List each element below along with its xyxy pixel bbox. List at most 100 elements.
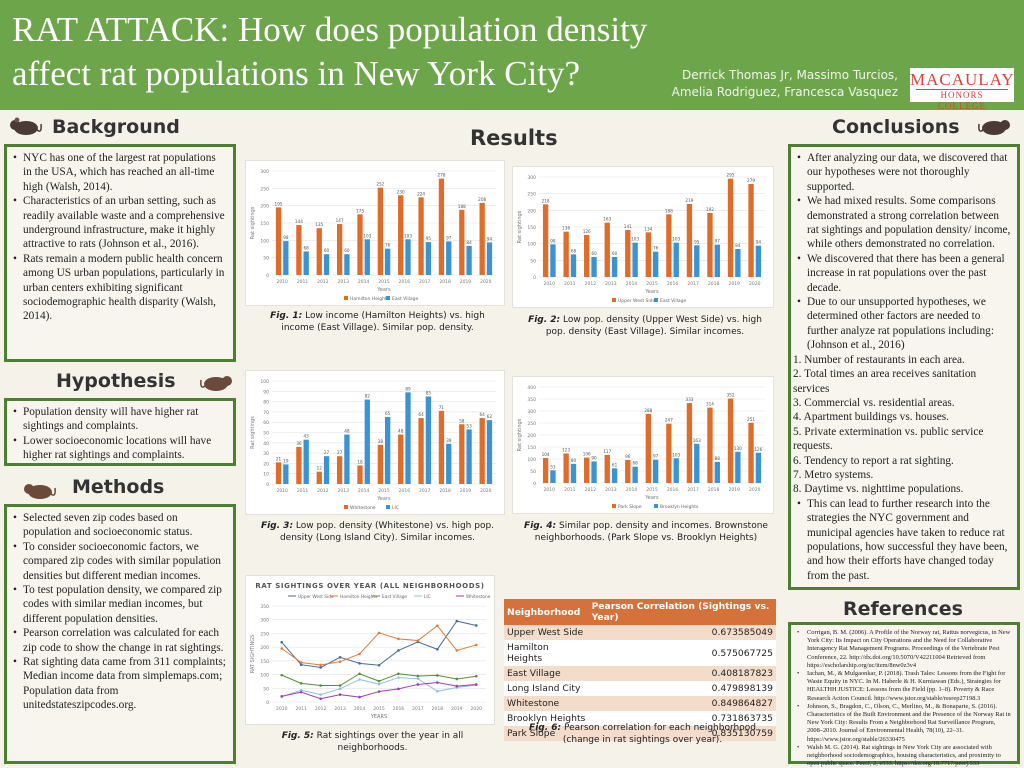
bar [459, 209, 465, 275]
caption-text: Pearson correlation for each neighborhoo… [561, 723, 756, 745]
table-row: Park Slope 0.835130759 [504, 726, 776, 741]
caption-text: Low pop. density (Whitestone) vs. high p… [279, 521, 495, 543]
data-label: 130 [734, 446, 742, 451]
bar [446, 443, 452, 484]
bar [653, 251, 659, 277]
factor-item: 4. Apartment buildings vs. houses. [793, 411, 949, 424]
bar [707, 213, 713, 277]
x-tick-label: 2016 [399, 279, 411, 285]
data-label: 103 [672, 237, 680, 242]
x-axis-label: Years [644, 289, 659, 295]
data-label: 98 [283, 235, 289, 240]
data-point [358, 678, 361, 681]
bar [550, 470, 556, 483]
y-tick-label: 150 [260, 659, 269, 665]
neighborhood-name: Long Island City [504, 681, 589, 696]
x-tick-label: 2016 [393, 706, 405, 712]
bar [438, 178, 445, 275]
fig2-caption: Fig. 2: Low pop. density (Upper West Sid… [520, 314, 770, 338]
correlation-value: 0.731863735 [588, 711, 776, 726]
y-tick-label: 0 [266, 482, 269, 488]
hypothesis-list: Population density will have higher rat … [13, 405, 227, 463]
bar [398, 434, 404, 484]
data-point [338, 687, 342, 691]
series-line [281, 620, 477, 668]
bar [550, 244, 556, 277]
legend-swatch [386, 505, 390, 509]
x-tick-label: 2016 [667, 281, 679, 287]
table-header[interactable]: Neighborhood [504, 599, 589, 625]
references-box: Corrigan, B. M. (2006). A Profile of the… [788, 622, 1020, 767]
legend-label: Hamilton Heights [340, 594, 378, 600]
factor-item: 1. Number of restaurants in each area. [793, 353, 965, 366]
bar [632, 242, 638, 277]
x-tick-label: 2011 [564, 281, 576, 287]
data-label: 80 [571, 458, 577, 463]
table-row: Hamilton Heights 0.575067725 [504, 640, 776, 666]
data-point [436, 690, 439, 693]
data-point [358, 695, 361, 699]
neighborhood-name: Brooklyn Heights [504, 711, 589, 726]
factor-item: 2. Total times an area receives sanitati… [793, 368, 977, 395]
data-label: 68 [632, 461, 638, 466]
x-tick-label: 2019 [451, 706, 463, 712]
data-point [397, 676, 400, 679]
data-label: 134 [644, 226, 652, 231]
data-label: 141 [624, 224, 632, 229]
fig3-caption: Fig. 3: Low pop. density (Whitestone) vs… [250, 520, 505, 544]
data-label: 279 [747, 178, 755, 183]
bar [283, 241, 289, 275]
data-label: 288 [644, 408, 652, 413]
y-axis-label: Rat sightings [517, 210, 523, 243]
data-point [358, 672, 361, 676]
data-label: 230 [397, 189, 405, 194]
y-axis-label: Rat sightings [517, 418, 523, 451]
data-point [436, 648, 439, 651]
data-label: 60 [324, 248, 330, 253]
results-heading: Results [470, 126, 558, 150]
list-item: Lower socioeconomic locations will have … [13, 434, 227, 463]
bar [385, 417, 391, 484]
bar [735, 249, 741, 277]
table-header[interactable]: Pearson Correlation (Sightings vs. Year) [588, 599, 776, 625]
legend-swatch [612, 504, 616, 508]
data-label: 68 [304, 245, 310, 250]
legend-label: Park Slope [618, 504, 642, 510]
data-point [338, 693, 342, 696]
x-tick-label: 2019 [728, 281, 740, 287]
data-point [474, 643, 478, 647]
data-label: 195 [275, 201, 283, 206]
bar [694, 443, 700, 483]
y-axis-label: RAT SIGHTINGS [250, 635, 256, 674]
list-item: Rats remain a modern public health conce… [13, 252, 227, 324]
data-label: 21 [276, 456, 282, 461]
factor-item: 8. Daytime vs. nighttime populations. [793, 483, 964, 496]
y-tick-label: 80 [263, 400, 269, 406]
data-label: 192 [706, 207, 714, 212]
data-label: 89 [405, 386, 411, 391]
legend-label: Upper West Side [298, 594, 334, 600]
y-tick-label: 250 [260, 186, 269, 192]
data-label: 252 [376, 182, 384, 187]
list-item: Selected seven zip codes based on popula… [13, 511, 227, 540]
y-tick-label: 150 [527, 445, 536, 451]
bar [570, 463, 577, 483]
legend-label: Hamilton Heights [350, 296, 390, 302]
x-tick-label: 2017 [419, 488, 431, 494]
data-point [319, 697, 322, 701]
correlation-value: 0.408187823 [588, 666, 776, 681]
legend-label: LIC [424, 594, 431, 600]
data-label: 218 [542, 198, 550, 203]
legend-swatch [386, 296, 390, 300]
data-label: 82 [365, 394, 371, 399]
data-point [474, 683, 478, 686]
y-tick-label: 150 [260, 221, 269, 227]
background-list: NYC has one of the largest rat populatio… [13, 151, 227, 324]
bar [727, 398, 734, 483]
bar [405, 392, 411, 484]
conclusion-final: This can lead to further research into t… [797, 497, 1011, 583]
bar [344, 434, 350, 484]
data-label: 147 [336, 218, 344, 223]
x-tick-label: 2013 [334, 706, 346, 712]
data-label: 224 [417, 191, 425, 196]
